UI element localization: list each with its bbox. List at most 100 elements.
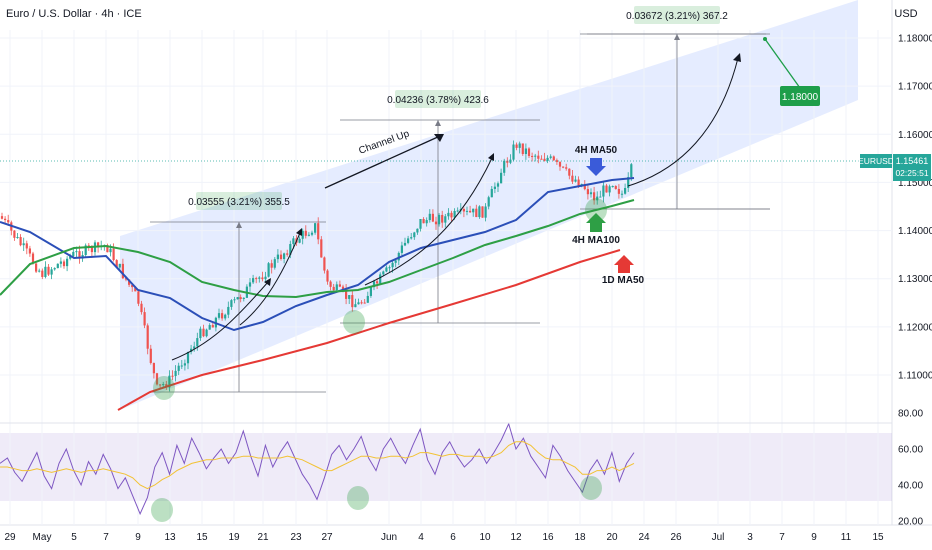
candle-body	[41, 270, 44, 277]
candle-body	[47, 266, 50, 275]
price-tick-label: 1.13000	[898, 274, 932, 285]
candle-body	[270, 263, 273, 268]
candle-body	[484, 206, 487, 218]
time-tick-label: 26	[670, 532, 682, 543]
candle-body	[289, 244, 292, 255]
candle-body	[410, 237, 413, 239]
rsi-axis: 80.00 60.00 40.00 20.00	[0, 409, 923, 528]
candle-body	[221, 313, 224, 319]
time-tick-label: 19	[228, 532, 240, 543]
candle-body	[180, 365, 183, 367]
candle-body	[143, 312, 146, 326]
candle-body	[75, 251, 78, 253]
candle-body	[31, 253, 35, 264]
candle-body	[252, 278, 255, 283]
candle-body	[338, 284, 341, 287]
candle-body	[552, 156, 555, 161]
candle-body	[72, 251, 75, 257]
candle-body	[255, 278, 258, 280]
candle-body	[224, 314, 227, 319]
time-tick-label: 7	[779, 532, 785, 543]
candle-body	[276, 254, 279, 260]
candle-body	[121, 263, 124, 279]
time-axis: 29 May 5 7 9 13 15 19 21 23 27 Jun 4 6 10 12 16 18 20 24 26 J…	[4, 532, 884, 543]
ma50-1d-label: 1D MA50	[602, 275, 645, 286]
candle-body	[183, 363, 186, 366]
candle-body	[317, 223, 320, 240]
time-tick-label: 29	[4, 532, 16, 543]
support-touch-highlight	[347, 486, 369, 510]
time-tick-label: 21	[257, 532, 269, 543]
last-price: 1.15461	[896, 156, 929, 166]
candle-body	[298, 238, 301, 243]
time-tick-label: 11	[841, 532, 852, 543]
ma50-4h-line	[0, 177, 635, 332]
time-tick-label: 13	[164, 532, 176, 543]
candle-body	[438, 214, 441, 225]
candle-body	[236, 297, 239, 300]
candle-body	[465, 210, 469, 212]
candle-body	[149, 348, 152, 363]
candle-body	[19, 237, 22, 246]
candle-body	[152, 362, 155, 374]
candle-body	[109, 248, 112, 253]
candle-body	[478, 206, 481, 218]
candle-body	[372, 281, 376, 288]
candle-body	[155, 373, 159, 385]
candle-body	[400, 245, 403, 253]
candle-body	[602, 185, 605, 197]
support-touch-highlight	[585, 198, 607, 222]
ma50-4h-label: 4H MA50	[575, 145, 618, 156]
candle-body	[283, 253, 286, 260]
candle-body	[493, 186, 496, 189]
candle-body	[97, 242, 100, 247]
candle-body	[425, 220, 428, 224]
candle-body	[469, 210, 472, 213]
candle-body	[310, 232, 314, 235]
time-tick-label: 3	[747, 532, 753, 543]
candle-body	[500, 172, 503, 184]
measure-label-1: 0.03555 (3.21%) 355.5	[188, 197, 290, 208]
candle-body	[25, 243, 28, 249]
candle-body	[608, 186, 611, 193]
candle-body	[357, 302, 360, 305]
moving-averages	[0, 177, 635, 411]
time-tick-label: 6	[450, 532, 456, 543]
candle-body	[376, 281, 379, 284]
currency-label[interactable]: USD	[894, 8, 917, 20]
candle-body	[137, 291, 140, 304]
candle-body	[431, 213, 434, 222]
candle-body	[320, 239, 323, 258]
rsi-indicator	[0, 422, 635, 516]
candle-body	[611, 186, 614, 188]
time-tick-label: Jul	[712, 532, 725, 543]
target-label-box	[780, 86, 820, 106]
rsi-tick-label: 40.00	[898, 481, 923, 492]
support-touch-highlight	[343, 310, 365, 334]
chart-title: Euro / U.S. Dollar · 4h · ICE	[6, 8, 142, 20]
candle-body	[593, 192, 596, 201]
candle-body	[407, 238, 410, 243]
candle-body	[589, 192, 593, 195]
candle-body	[503, 160, 506, 173]
rsi-ma-line	[0, 441, 635, 490]
candle-body	[351, 295, 354, 308]
candle-body	[202, 328, 205, 337]
candle-body	[456, 210, 459, 212]
time-tick-label: 9	[135, 532, 141, 543]
time-tick-label: 27	[321, 532, 333, 543]
candlestick-series	[0, 140, 633, 392]
candle-body	[366, 295, 369, 303]
candle-body	[7, 220, 10, 223]
candle-body	[555, 160, 558, 162]
measure-label-3: 0.03672 (3.21%) 367.2	[626, 11, 728, 22]
candle-body	[540, 158, 543, 160]
candle-body	[596, 196, 599, 201]
price-tick-label: 1.17000	[898, 82, 932, 93]
time-tick-label: May	[33, 532, 52, 543]
candle-body	[196, 338, 199, 347]
grid-lines	[0, 30, 892, 525]
candle-body	[239, 297, 242, 300]
candle-body	[574, 179, 577, 182]
